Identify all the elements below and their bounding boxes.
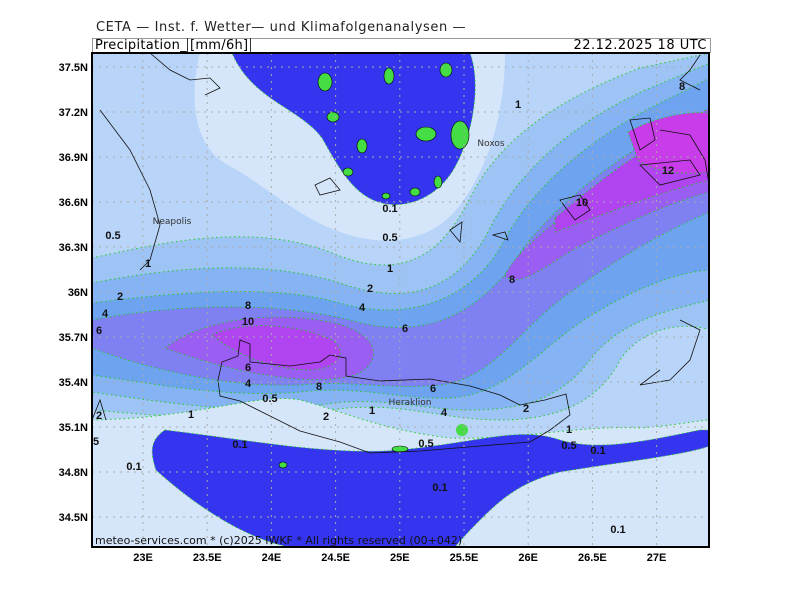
lat-tick-label: 34.5N [59, 512, 88, 524]
contour-label: 1 [145, 258, 151, 270]
contour-label: 1 [369, 405, 375, 417]
coastlines [92, 53, 710, 454]
peloponnese-coast [92, 53, 221, 421]
contour-label: 8 [245, 300, 251, 312]
contour-label: 10 [576, 197, 588, 209]
organization-title: CETA — Inst. f. Wetter— und Klimafolgena… [96, 20, 467, 35]
contour-label: 1 [387, 263, 393, 275]
lat-tick-label: 37.2N [59, 107, 88, 119]
lon-tick-label: 23.5E [193, 552, 222, 564]
lat-tick-label: 36N [68, 287, 88, 299]
lon-tick-label: 23E [133, 552, 153, 564]
lat-lon-grid [92, 53, 710, 547]
contour-label: 4 [102, 308, 109, 320]
contour-label: 12 [662, 165, 674, 177]
lat-tick-label: 35.7N [59, 332, 88, 344]
lon-tick-label: 25.5E [450, 552, 479, 564]
contour-label: 2 [96, 410, 102, 422]
lat-tick-label: 36.6N [59, 197, 88, 209]
lon-tick-label: 24.5E [321, 552, 350, 564]
island-coasts [314, 117, 701, 243]
contour-label: 4 [359, 302, 366, 314]
contour-label: 8 [316, 381, 322, 393]
contour-label: 2 [523, 403, 529, 415]
contour-label: 0.1 [382, 203, 397, 215]
contour-label: 0.1 [590, 445, 605, 457]
contour-label: 2 [117, 291, 123, 303]
axis-ticks: 23E 23.5E 24E 24.5E 25E 25.5E 26E 26.5E 27E 37.5N… [59, 62, 667, 564]
band-below-0.1-north [231, 53, 476, 206]
contour-label: 6 [402, 323, 408, 335]
lon-tick-label: 27E [647, 552, 667, 564]
band-10-12-west [211, 325, 341, 371]
contour-label: 6 [96, 325, 102, 337]
contour-label: 0.5 [561, 440, 576, 452]
contour-label: 4 [441, 407, 448, 419]
contour-label: 6 [245, 362, 251, 374]
band-below-0.1-south [151, 429, 710, 547]
contour-label: 0.5 [262, 393, 277, 405]
lat-tick-label: 35.4N [59, 377, 88, 389]
contour-label: 2 [323, 411, 329, 423]
place-name: Heraklion [389, 398, 432, 408]
contour-label: 8 [509, 274, 515, 286]
lon-tick-label: 26.5E [578, 552, 607, 564]
contour-label: 0.1 [126, 461, 141, 473]
contour-label: 5 [93, 436, 99, 448]
lon-tick-label: 26E [518, 552, 538, 564]
place-name: Noxos [477, 139, 505, 149]
contour-label: 1 [515, 99, 521, 111]
band-above-12 [627, 112, 710, 174]
contour-label: 0.5 [418, 438, 433, 450]
lon-tick-label: 24E [262, 552, 282, 564]
lat-tick-label: 36.3N [59, 242, 88, 254]
copyright-footer: meteo-services.com * (c)2025 IWKF * All … [95, 534, 462, 547]
map-frame [91, 52, 710, 548]
contour-label: 1 [188, 409, 194, 421]
lat-tick-label: 35.1N [59, 422, 88, 434]
contour-label: 0.1 [610, 524, 625, 536]
lat-tick-label: 37.5N [59, 62, 88, 74]
band-6-8 [92, 107, 710, 387]
parameter-title: Precipitation_ [mm/6h] [95, 38, 252, 53]
parameter-unit: [mm/6h] [186, 38, 252, 53]
contour-label: 4 [245, 378, 252, 390]
turkey-coast [639, 54, 710, 386]
contour-label: 10 [242, 316, 254, 328]
contour-label: 8 [679, 81, 685, 93]
title-bar: Precipitation_ [mm/6h] 22.12.2025 18 UTC [92, 38, 711, 53]
contour-label: 6 [430, 383, 436, 395]
contour-label: 0.5 [105, 230, 120, 242]
lon-tick-label: 25E [390, 552, 410, 564]
lat-tick-label: 34.8N [59, 467, 88, 479]
contour-label: 2 [367, 283, 373, 295]
place-names: Noxos Neapolis Heraklion [153, 139, 505, 408]
contour-label: 1 [566, 424, 572, 436]
lat-tick-label: 36.9N [59, 152, 88, 164]
valid-time: 22.12.2025 18 UTC [573, 38, 707, 53]
contour-label: 0.5 [382, 232, 397, 244]
contour-label: 0.1 [432, 482, 447, 494]
place-name: Neapolis [153, 217, 192, 227]
contour-label: 0.1 [232, 439, 247, 451]
crete-coast [217, 339, 571, 454]
parameter-name: Precipitation [95, 38, 181, 53]
